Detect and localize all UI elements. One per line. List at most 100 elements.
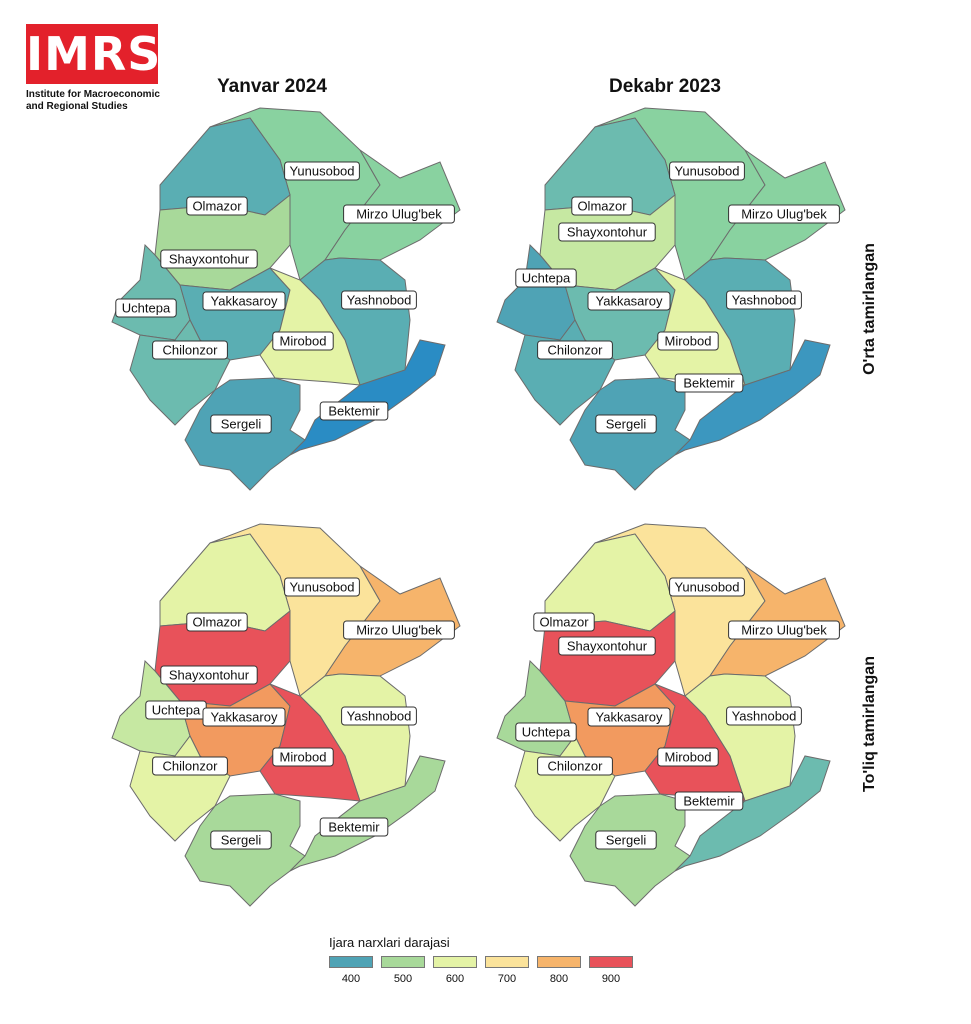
district-label-box xyxy=(186,196,248,216)
district-label-text: Bektemir xyxy=(328,820,380,835)
logo-subtitle-line1: Institute for Macroeconomic xyxy=(26,89,160,100)
district-bektemir xyxy=(674,755,831,872)
legend-label: 500 xyxy=(393,973,413,985)
district-label-text: Yakkasaroy xyxy=(211,710,278,725)
legend-items: 400 500 600 700 800 900 xyxy=(329,956,633,985)
district-label: Mirobod xyxy=(657,331,719,351)
map-panel-4: Yunusobod Olmazor Mirzo Ulug'bek Shayxontoh… xyxy=(496,523,846,907)
district-label-box xyxy=(210,830,272,850)
district-label-box xyxy=(657,747,719,767)
district-label-text: Yunusobod xyxy=(674,164,739,179)
district-label-text: Olmazor xyxy=(539,615,589,630)
district-label-box xyxy=(558,636,656,656)
district-label-text: Sergeli xyxy=(221,833,262,848)
column-title-left: Yanvar 2024 xyxy=(217,76,327,97)
district-label-text: Bektemir xyxy=(683,376,735,391)
district-label-box xyxy=(669,161,745,181)
district-label-text: Yashnobod xyxy=(732,293,797,308)
district-label: Mirzo Ulug'bek xyxy=(343,204,455,224)
district-label-text: Olmazor xyxy=(577,199,627,214)
district-label-box xyxy=(341,290,417,310)
column-title-right: Dekabr 2023 xyxy=(609,76,721,97)
district-label-box xyxy=(537,340,613,360)
district-label-text: Mirzo Ulug'bek xyxy=(741,623,827,638)
district-label-box xyxy=(341,706,417,726)
legend-item-700: 700 xyxy=(485,956,529,985)
district-label-text: Yashnobod xyxy=(347,709,412,724)
district-label: Sergeli xyxy=(595,830,657,850)
district-label: Shayxontohur xyxy=(558,636,656,656)
district-label-box xyxy=(210,414,272,434)
district-label-text: Yashnobod xyxy=(347,293,412,308)
legend-swatch xyxy=(589,956,633,968)
district-label-box xyxy=(115,298,177,318)
district-label-box xyxy=(202,291,286,311)
imrs-logo: IMRS Institute for Macroeconomic and Reg… xyxy=(26,24,226,113)
district-label: Olmazor xyxy=(186,612,248,632)
district-label-text: Yunusobod xyxy=(289,580,354,595)
district-label: Yakkasaroy xyxy=(587,291,671,311)
legend-swatch xyxy=(433,956,477,968)
district-label-box xyxy=(515,722,577,742)
district-label: Uchtepa xyxy=(145,700,207,720)
district-label: Sergeli xyxy=(595,414,657,434)
district-label: Mirzo Ulug'bek xyxy=(728,620,840,640)
logo-subtitle-line2: and Regional Studies xyxy=(26,101,128,112)
district-label-text: Uchtepa xyxy=(122,301,171,316)
district-label-box xyxy=(343,204,455,224)
district-label-box xyxy=(515,268,577,288)
district-label-box xyxy=(272,747,334,767)
district-label-text: Sergeli xyxy=(606,833,647,848)
district-label-box xyxy=(202,707,286,727)
logo-mark: IMRS xyxy=(26,24,160,84)
legend-label: 700 xyxy=(497,973,517,985)
district-label: Mirobod xyxy=(657,747,719,767)
district-label-box xyxy=(595,830,657,850)
district-label-text: Yakkasaroy xyxy=(596,710,663,725)
legend-item-500: 500 xyxy=(381,956,425,985)
district-label-box xyxy=(571,196,633,216)
district-label: Yashnobod xyxy=(341,290,417,310)
district-bektemir xyxy=(674,339,831,456)
legend-swatch xyxy=(329,956,373,968)
district-label-text: Mirzo Ulug'bek xyxy=(741,207,827,222)
district-label-text: Yakkasaroy xyxy=(211,294,278,309)
district-label: Mirzo Ulug'bek xyxy=(343,620,455,640)
district-label-box xyxy=(152,340,228,360)
district-label: Uchtepa xyxy=(115,298,177,318)
district-label-box xyxy=(186,612,248,632)
legend-item-600: 600 xyxy=(433,956,477,985)
legend-label: 600 xyxy=(445,973,465,985)
district-label-text: Olmazor xyxy=(192,199,242,214)
legend-label: 900 xyxy=(601,973,621,985)
district-label-box xyxy=(537,756,613,776)
district-label: Mirobod xyxy=(272,331,334,351)
district-label-text: Uchtepa xyxy=(522,271,571,286)
district-label-text: Sergeli xyxy=(221,417,262,432)
district-label: Bektemir xyxy=(674,373,744,393)
district-label: Yunusobod xyxy=(284,577,360,597)
legend-item-400: 400 xyxy=(329,956,373,985)
district-label-box xyxy=(728,620,840,640)
district-label-box xyxy=(595,414,657,434)
district-label: Bektemir xyxy=(319,817,389,837)
district-label-text: Yashnobod xyxy=(732,709,797,724)
district-label-text: Chilonzor xyxy=(548,759,604,774)
district-label: Yakkasaroy xyxy=(587,707,671,727)
district-label-box xyxy=(726,290,802,310)
district-label: Yakkasaroy xyxy=(202,707,286,727)
district-label-box xyxy=(728,204,840,224)
district-label-text: Uchtepa xyxy=(522,725,571,740)
district-label-box xyxy=(657,331,719,351)
district-label: Bektemir xyxy=(674,791,744,811)
district-label: Chilonzor xyxy=(537,756,613,776)
district-label: Olmazor xyxy=(571,196,633,216)
district-label-box xyxy=(533,612,595,632)
district-label-text: Mirzo Ulug'bek xyxy=(356,207,442,222)
district-label-box xyxy=(587,291,671,311)
district-label-box xyxy=(587,707,671,727)
district-label-text: Uchtepa xyxy=(152,703,201,718)
district-label-text: Yakkasaroy xyxy=(596,294,663,309)
map-panel-1: Yunusobod Olmazor Mirzo Ulug'bek Shayxontoh… xyxy=(111,107,461,491)
legend-swatch xyxy=(485,956,529,968)
